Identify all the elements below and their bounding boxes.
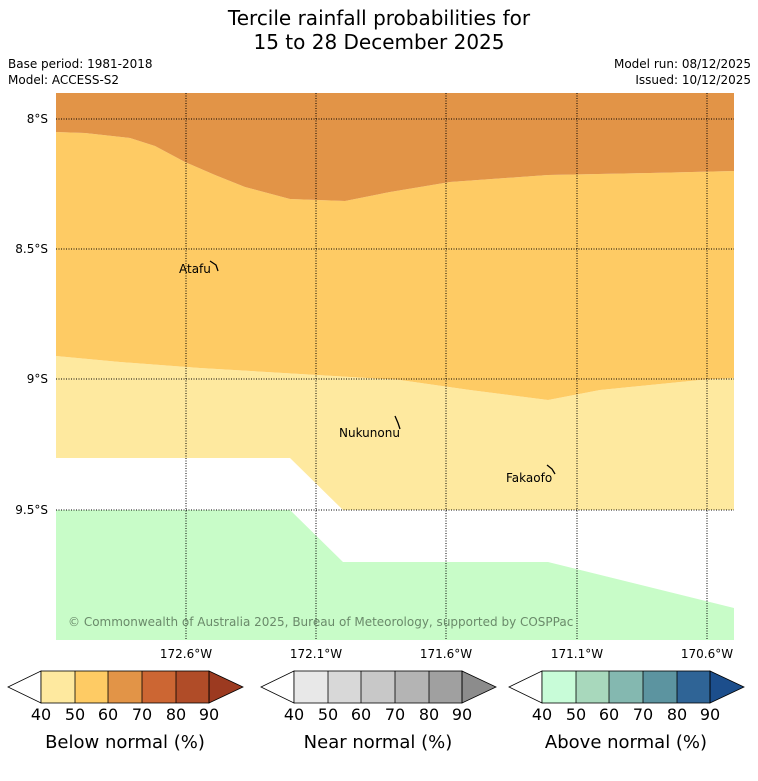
colorbar-swatch — [75, 671, 108, 703]
lon-label: 171.1°W — [551, 647, 603, 661]
lat-label: 9°S — [27, 372, 48, 386]
lat-label: 9.5°S — [15, 503, 48, 517]
colorbar-swatch — [429, 671, 462, 703]
colorbar-title: Above normal (%) — [545, 732, 707, 753]
graticule — [56, 93, 734, 640]
colorbar-tick: 90 — [700, 705, 720, 724]
region-below-50-60 — [56, 132, 734, 400]
colorbar-swatch — [542, 671, 576, 703]
colorbar-tick: 50 — [65, 705, 85, 724]
colorbar-tick: 40 — [284, 705, 304, 724]
colorbar-swatch — [677, 671, 710, 703]
colorbar-tick: 70 — [132, 705, 152, 724]
colorbar-tick: 50 — [566, 705, 586, 724]
place-label-nukunonu: Nukunonu — [339, 426, 400, 440]
colorbar-swatch — [508, 670, 543, 704]
colorbar-tick: 50 — [318, 705, 338, 724]
issued-date: Issued: 10/12/2025 — [635, 73, 751, 87]
colorbar-tick: 40 — [31, 705, 51, 724]
colorbar-frame — [293, 670, 463, 704]
colorbar-swatch — [643, 671, 677, 703]
lat-label: 8.5°S — [15, 242, 48, 256]
colorbar-frame — [541, 670, 711, 704]
lon-label: 172.6°W — [160, 647, 212, 661]
colorbar-frame — [40, 670, 210, 704]
atoll-atafu-shape — [209, 260, 219, 272]
colorbar-swatch — [576, 671, 609, 703]
colorbar-swatch — [294, 671, 328, 703]
base-period: Base period: 1981-2018 — [8, 57, 153, 71]
region-below-40-50 — [56, 356, 734, 510]
colorbar-swatch — [709, 670, 745, 704]
lon-label: 172.1°W — [290, 647, 342, 661]
colorbar-swatch — [176, 671, 209, 703]
colorbar-tick: 60 — [599, 705, 619, 724]
colorbar-swatch — [395, 671, 429, 703]
colorbar-tick: 60 — [351, 705, 371, 724]
atoll-nukunonu-shape — [394, 415, 401, 430]
colorbar-tick: 70 — [633, 705, 653, 724]
colorbar-swatch — [108, 671, 142, 703]
title-line-1: Tercile rainfall probabilities for — [227, 6, 531, 30]
map-panel — [56, 93, 734, 640]
lon-label: 170.6°W — [681, 647, 733, 661]
title-line-2: 15 to 28 December 2025 — [253, 30, 505, 54]
lat-label: 8°S — [27, 112, 48, 126]
region-below-60-70 — [56, 93, 734, 201]
place-label-fakaofo: Fakaofo — [506, 471, 552, 485]
colorbar-swatch — [609, 671, 643, 703]
colorbar-above-normal: 40 50 60 70 80 90 Above normal (%) — [508, 670, 745, 753]
colorbar-title: Below normal (%) — [45, 732, 205, 753]
colorbar-swatch — [461, 670, 497, 704]
copyright-notice: © Commonwealth of Australia 2025, Bureau… — [68, 615, 573, 629]
colorbar-swatch — [328, 671, 361, 703]
colorbar-swatch — [208, 670, 244, 704]
model-run: Model run: 08/12/2025 — [613, 57, 751, 71]
colorbar-title: Near normal (%) — [304, 732, 453, 753]
colorbar-tick: 70 — [385, 705, 405, 724]
colorbar-tick: 90 — [452, 705, 472, 724]
colorbar-near-normal: 40 50 60 70 80 90 Near normal (%) — [260, 670, 497, 753]
lon-label: 171.6°W — [420, 647, 472, 661]
colorbar-tick: 90 — [199, 705, 219, 724]
colorbar-swatch — [361, 671, 395, 703]
colorbar-below-normal: 40 50 60 70 80 90 Below normal (%) — [7, 670, 244, 753]
atoll-fakaofo-shape — [546, 464, 556, 475]
model-name: Model: ACCESS-S2 — [8, 73, 120, 87]
colorbar-tick: 60 — [98, 705, 118, 724]
colorbar-tick: 40 — [532, 705, 552, 724]
region-above-40-50 — [56, 510, 734, 640]
colorbar-swatch — [260, 670, 295, 704]
colorbar-tick: 80 — [166, 705, 186, 724]
colorbar-swatch — [41, 671, 75, 703]
colorbar-swatch — [7, 670, 42, 704]
colorbar-tick: 80 — [419, 705, 439, 724]
place-label-atafu: Atafu — [179, 262, 211, 276]
colorbar-swatch — [142, 671, 176, 703]
colorbar-tick: 80 — [667, 705, 687, 724]
